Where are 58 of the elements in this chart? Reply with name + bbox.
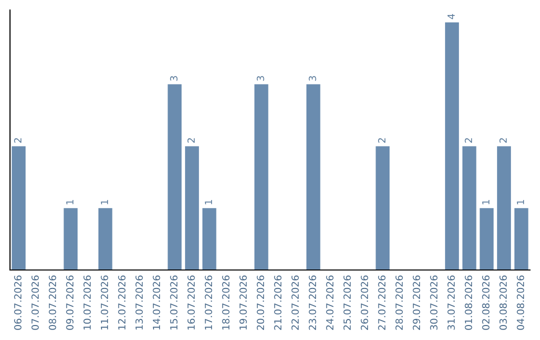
x-tick-label: 02.08.2026 — [482, 275, 490, 330]
x-tick-label: 07.07.2026 — [31, 275, 39, 330]
x-tick-label: 13.07.2026 — [135, 275, 143, 330]
x-tick-label: 12.07.2026 — [118, 275, 126, 330]
x-tick-label: 19.07.2026 — [239, 275, 247, 330]
bar — [497, 146, 511, 270]
x-tick-label: 11.07.2026 — [100, 275, 108, 330]
bar — [514, 208, 528, 270]
x-tick-label: 17.07.2026 — [204, 275, 212, 330]
data-label: 1 — [516, 200, 524, 204]
data-label: 3 — [256, 76, 264, 81]
bar — [98, 208, 112, 270]
data-label: 1 — [100, 200, 108, 204]
bar — [12, 146, 26, 270]
x-tick-label: 23.07.2026 — [308, 275, 316, 330]
data-label: 2 — [187, 138, 195, 143]
bar — [462, 146, 476, 270]
data-label: 3 — [170, 76, 178, 81]
x-tick-label: 14.07.2026 — [152, 275, 160, 330]
data-label: 2 — [378, 138, 386, 143]
bar — [445, 22, 459, 270]
data-label: 1 — [66, 200, 74, 204]
x-tick-label: 03.08.2026 — [499, 275, 507, 330]
x-tick-label: 22.07.2026 — [291, 275, 299, 330]
bar — [168, 84, 182, 270]
x-tick-label: 30.07.2026 — [430, 275, 438, 330]
data-label: 1 — [204, 200, 212, 204]
x-tick-label: 28.07.2026 — [395, 275, 403, 330]
bar — [480, 208, 494, 270]
data-label: 2 — [464, 138, 472, 143]
data-label: 1 — [482, 200, 490, 204]
x-tick-label: 18.07.2026 — [222, 275, 230, 330]
bar — [64, 208, 78, 270]
bar — [254, 84, 268, 270]
x-tick-label: 29.07.2026 — [412, 275, 420, 330]
x-tick-label: 21.07.2026 — [274, 275, 282, 330]
x-tick-label: 16.07.2026 — [187, 275, 195, 330]
x-tick-label: 08.07.2026 — [48, 275, 56, 330]
data-label: 3 — [308, 76, 316, 81]
bar — [376, 146, 390, 270]
bar — [185, 146, 199, 270]
data-label: 4 — [448, 14, 455, 20]
x-tick-label: 15.07.2026 — [170, 275, 178, 330]
x-tick-label: 26.07.2026 — [360, 275, 368, 330]
x-tick-label: 27.07.2026 — [378, 275, 386, 330]
x-tick-label: 25.07.2026 — [343, 275, 351, 330]
x-tick-label: 20.07.2026 — [256, 275, 264, 330]
x-tick-label: 31.07.2026 — [447, 275, 455, 330]
data-label: 2 — [499, 138, 507, 143]
bar — [202, 208, 216, 270]
x-tick-label: 04.08.2026 — [516, 275, 524, 330]
bar — [306, 84, 320, 270]
x-tick-label: 24.07.2026 — [326, 275, 334, 330]
x-tick-label: 06.07.2026 — [14, 275, 22, 330]
x-tick-label: 01.08.2026 — [464, 275, 472, 330]
x-tick-label: 10.07.2026 — [83, 275, 91, 330]
x-tick-label: 09.07.2026 — [66, 275, 74, 330]
data-label: 2 — [14, 138, 22, 143]
